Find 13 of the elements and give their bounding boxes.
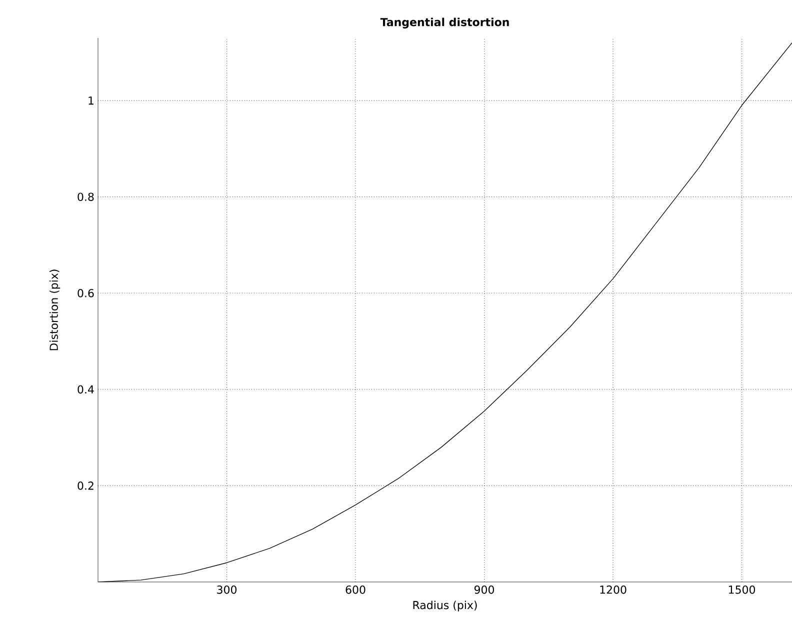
y-tick-label: 0.8 bbox=[78, 192, 94, 202]
chart-title: Tangential distortion bbox=[380, 18, 509, 28]
y-tick-label: 0.4 bbox=[78, 385, 94, 394]
y-axis-title: Distortion (pix) bbox=[49, 270, 60, 350]
x-tick-label: 300 bbox=[217, 586, 237, 594]
y-tick-label: 0.6 bbox=[78, 288, 94, 298]
y-tick-label: 0.2 bbox=[78, 482, 94, 490]
y-tick-label: 1 bbox=[88, 96, 94, 105]
x-tick-label: 1200 bbox=[600, 586, 626, 594]
x-axis-title: Radius (pix) bbox=[413, 600, 477, 612]
x-tick-label: 1500 bbox=[728, 586, 756, 594]
x-tick-label: 600 bbox=[346, 586, 366, 594]
x-tick-label: 900 bbox=[474, 586, 494, 594]
